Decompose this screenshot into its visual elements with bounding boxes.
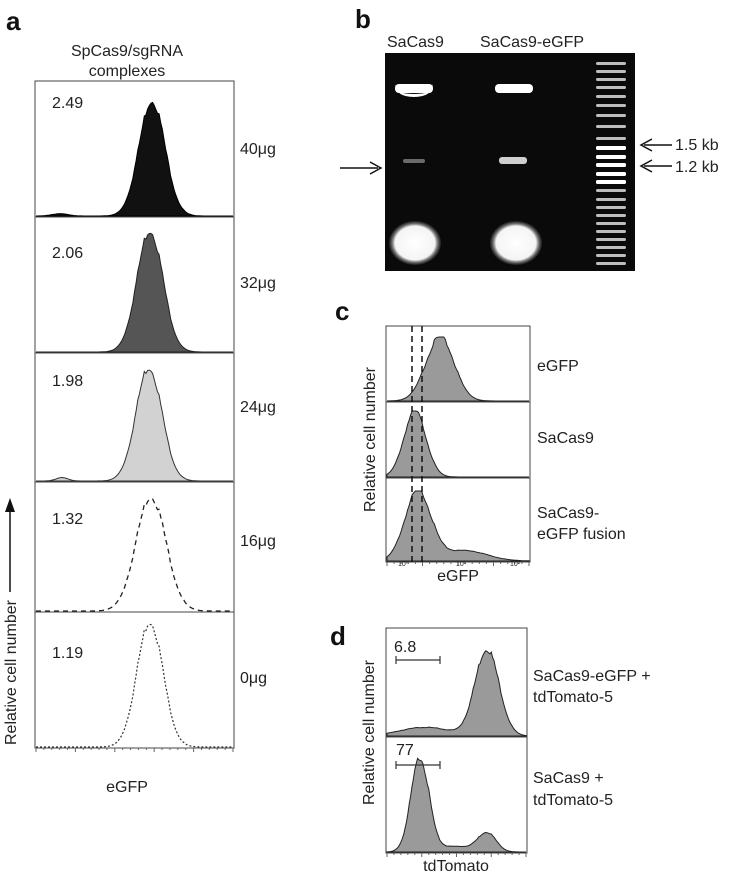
panel-b-marker2-arrowhead xyxy=(639,159,653,173)
panel-c-label-3a: SaCas9- xyxy=(537,505,599,522)
panel-a-histogram-40ug xyxy=(36,101,233,217)
panel-b-marker1: 1.5 kb xyxy=(675,137,719,154)
panel-c-histogram-egfp xyxy=(386,336,529,402)
panel-a-dose-3: 24μg xyxy=(240,399,276,416)
panel-d-value-2: 77 xyxy=(396,742,414,759)
panel-a-letter: a xyxy=(6,6,21,36)
gel-band-lane1-top xyxy=(395,84,433,97)
panel-a-xlabel: eGFP xyxy=(106,779,148,796)
panel-a-ylabel: Relative cell number xyxy=(3,599,20,745)
panel-b-left-arrowhead xyxy=(369,161,383,175)
panel-d-histogram-sacas9 xyxy=(386,757,526,853)
panel-a-x-ticks xyxy=(35,748,234,752)
panel-b-marker1-arrowhead xyxy=(639,138,653,152)
panel-a-value-5: 1.19 xyxy=(52,645,83,662)
panel-a-dose-2: 32μg xyxy=(240,275,276,292)
ladder-band xyxy=(596,137,626,140)
panel-c-label-2: SaCas9 xyxy=(537,430,594,447)
ladder-band xyxy=(596,246,626,249)
panel-b-lane1: SaCas9 xyxy=(387,34,444,51)
panel-d-label-2a: SaCas9 + xyxy=(533,770,604,787)
panel-a-dose-5: 0μg xyxy=(240,670,267,687)
ladder-band xyxy=(596,262,626,265)
gel-band-lane2-mid xyxy=(499,157,527,164)
panel-d-xlabel: tdTomato xyxy=(423,858,489,875)
ladder-band xyxy=(596,172,626,176)
ladder-band xyxy=(596,78,626,81)
ladder-band xyxy=(596,146,626,150)
panel-d-label-2b: tdTomato-5 xyxy=(533,792,613,809)
panel-b-letter: b xyxy=(355,4,371,34)
panel-a-yarrow-head xyxy=(5,498,15,512)
panel-d-value-1: 6.8 xyxy=(394,639,416,656)
panel-d-x-ticks xyxy=(386,853,527,857)
ladder-band xyxy=(596,155,626,159)
ladder-band xyxy=(596,70,626,73)
panel-a-value-4: 1.32 xyxy=(52,511,83,528)
ladder-band xyxy=(596,214,626,217)
panel-a-title-line1: SpCas9/sgRNA xyxy=(71,43,183,60)
ladder-band xyxy=(596,206,626,209)
ladder-band xyxy=(596,198,626,201)
panel-a-title-line2: complexes xyxy=(89,63,165,80)
panel-c-letter: c xyxy=(335,296,349,326)
ladder-band xyxy=(596,62,626,65)
panel-a-histogram-0ug xyxy=(36,623,233,748)
ladder-band xyxy=(596,163,626,167)
ladder-band xyxy=(596,222,626,225)
panel-d-letter: d xyxy=(330,621,346,651)
gel-band-lane1-top-core xyxy=(395,84,433,93)
panel-c-x-ticks xyxy=(386,562,530,566)
panel-a-histogram-32ug xyxy=(36,232,233,353)
panel-a-frame xyxy=(34,80,235,749)
panel-a-value-2: 2.06 xyxy=(52,245,83,262)
panel-d-label-1b: tdTomato-5 xyxy=(533,689,613,706)
panel-c-tick-2: 10¹ xyxy=(456,561,467,568)
gel-blob-lane1 xyxy=(389,221,441,265)
ladder-band xyxy=(596,254,626,257)
panel-b-marker2: 1.2 kb xyxy=(675,159,719,176)
ladder-band xyxy=(596,180,626,184)
ladder-band xyxy=(596,114,626,117)
ladder-band xyxy=(596,238,626,241)
panel-a-value-3: 1.98 xyxy=(52,373,83,390)
ladder-band xyxy=(596,86,626,89)
gel-blob-lane2 xyxy=(490,221,542,265)
panel-d-ylabel: Relative cell number xyxy=(361,659,378,805)
panel-b-lane2: SaCas9-eGFP xyxy=(480,34,584,51)
panel-a-dose-4: 16μg xyxy=(240,533,276,550)
ladder-band xyxy=(596,95,626,98)
panel-c-tick-3: 10² xyxy=(510,561,521,568)
ladder-band xyxy=(596,104,626,107)
panel-c-tick-1: 10⁰ xyxy=(398,560,409,568)
ladder-band xyxy=(596,189,626,192)
panel-d-label-1a: SaCas9-eGFP + xyxy=(533,668,651,685)
panel-a-histogram-24ug xyxy=(36,369,233,482)
panel-a-histogram-16ug xyxy=(36,498,233,612)
panel-c-label-1: eGFP xyxy=(537,358,579,375)
ladder-band xyxy=(596,125,626,128)
panel-c-ylabel: Relative cell number xyxy=(362,366,379,512)
panel-c-histogram-fusion xyxy=(386,490,530,562)
ladder-band xyxy=(596,230,626,233)
gel-band-lane2-top xyxy=(495,84,533,93)
gel-ladder xyxy=(596,62,626,265)
panel-c-xlabel: eGFP xyxy=(437,568,479,585)
panel-c-histogram-sacas9 xyxy=(386,410,529,478)
panel-a-value-1: 2.49 xyxy=(52,95,83,112)
panel-d-histogram-fusion xyxy=(386,650,527,737)
panel-a-dose-1: 40μg xyxy=(240,141,276,158)
gel-band-lane1-mid xyxy=(403,159,425,163)
panel-c-label-3b: eGFP fusion xyxy=(537,526,626,543)
